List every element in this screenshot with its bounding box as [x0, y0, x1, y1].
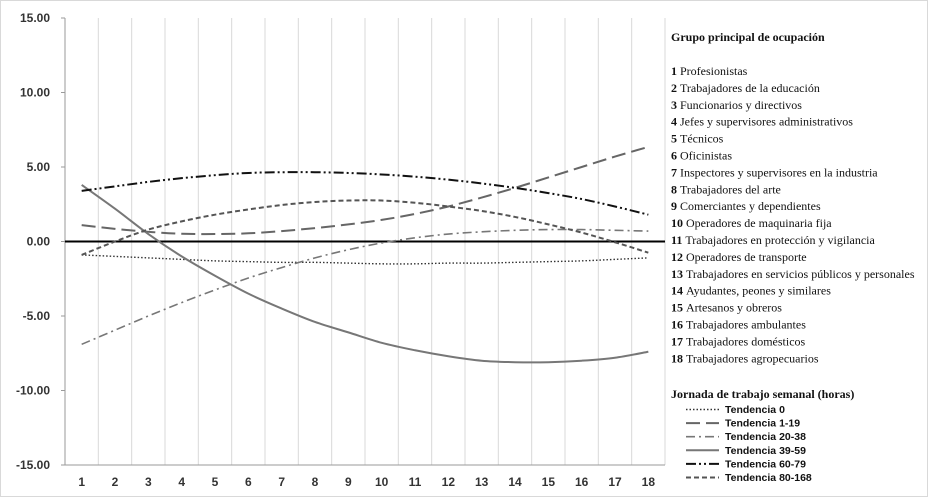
- x-tick-label: 5: [212, 475, 219, 489]
- x-tick-label: 12: [442, 475, 456, 489]
- occupation-label: Trabajadores del arte: [680, 182, 781, 196]
- legend-series-label: Tendencia 60-79: [725, 458, 806, 470]
- legend-series-label: Tendencia 80-168: [725, 472, 812, 484]
- occupation-number: 16: [671, 318, 686, 332]
- y-tick-label: 5.00: [27, 160, 51, 174]
- y-axis: 15.00 10.00 5.00 0.00 -5.00 -10.00 -15.00: [16, 11, 66, 472]
- occupation-label: Trabajadores ambulantes: [686, 318, 806, 332]
- occupation-label: Funcionarios y directivos: [680, 98, 802, 112]
- hours-legend: Jornada de trabajo semanal (horas) Tende…: [671, 387, 854, 484]
- y-tick-label: 15.00: [20, 11, 50, 25]
- occupation-number: 15: [671, 301, 686, 315]
- occupation-number: 3: [671, 98, 680, 112]
- occupation-label: Trabajadores domésticos: [686, 334, 806, 348]
- series-line-1: [81, 254, 649, 265]
- occupation-item: 4 Jefes y supervisores administrativos: [671, 115, 853, 129]
- occupation-label: Técnicos: [680, 132, 724, 146]
- series-line-5: [81, 171, 649, 216]
- occupation-item: 5 Técnicos: [671, 132, 724, 146]
- hours-legend-title: Jornada de trabajo semanal (horas): [671, 387, 854, 401]
- occupation-label: Artesanos y obreros: [686, 301, 782, 315]
- occupation-number: 7: [671, 165, 680, 179]
- occupation-item: 8 Trabajadores del arte: [671, 182, 781, 196]
- occupation-number: 10: [671, 216, 686, 230]
- occupation-number: 4: [671, 115, 680, 129]
- y-tick-label: 0.00: [27, 235, 51, 249]
- occupation-number: 18: [671, 351, 686, 365]
- occupation-label: Jefes y supervisores administrativos: [680, 115, 853, 129]
- occupation-number: 1: [671, 64, 680, 78]
- x-tick-label: 1: [78, 475, 85, 489]
- occupation-item: 13 Trabajadores en servicios públicos y …: [671, 267, 915, 281]
- x-tick-label: 18: [642, 475, 656, 489]
- x-tick-label: 7: [278, 475, 285, 489]
- occupation-number: 13: [671, 267, 686, 281]
- x-tick-label: 17: [608, 475, 622, 489]
- occupation-item: 10 Operadores de maquinaria fija: [671, 216, 832, 230]
- x-tick-label: 4: [178, 475, 185, 489]
- occupation-item: 7 Inspectores y supervisores en la indus…: [671, 165, 878, 179]
- series-line-4: [81, 184, 649, 364]
- legend-series-label: Tendencia 39-59: [725, 445, 806, 457]
- occupation-number: 5: [671, 132, 680, 146]
- occupation-label: Operadores de transporte: [686, 250, 807, 264]
- series-line-2: [81, 145, 649, 236]
- legend-series-label: Tendencia 20-38: [725, 431, 806, 443]
- occupation-number: 11: [671, 233, 685, 247]
- occupation-item: 3 Funcionarios y directivos: [671, 98, 802, 112]
- occupation-item: 6 Oficinistas: [671, 149, 732, 163]
- occupation-number: 17: [671, 334, 686, 348]
- occupation-item: 14 Ayudantes, peones y similares: [671, 284, 831, 298]
- x-tick-label: 2: [112, 475, 119, 489]
- y-tick-label: -15.00: [16, 458, 50, 472]
- occupation-label: Oficinistas: [680, 149, 732, 163]
- occupation-number: 2: [671, 81, 680, 95]
- occupation-legend: Grupo principal de ocupación 1 Profesion…: [671, 30, 915, 365]
- occupation-item: 12 Operadores de transporte: [671, 250, 807, 264]
- occupation-label: Inspectores y supervisores en la industr…: [680, 165, 878, 179]
- occupation-label: Ayudantes, peones y similares: [686, 284, 831, 298]
- y-tick-label: -5.00: [23, 309, 51, 323]
- x-tick-label: 9: [345, 475, 352, 489]
- occupation-number: 14: [671, 284, 686, 298]
- occupation-label: Operadores de maquinaria fija: [686, 216, 832, 230]
- legend-series-label: Tendencia 1-19: [725, 418, 800, 430]
- legend-series-label: Tendencia 0: [725, 404, 785, 416]
- occupation-item: 2 Trabajadores de la educación: [671, 81, 820, 95]
- x-tick-label: 14: [508, 475, 522, 489]
- occupation-item: 1 Profesionistas: [671, 64, 748, 78]
- occupation-label: Trabajadores de la educación: [680, 81, 820, 95]
- occupation-item: 9 Comerciantes y dependientes: [671, 199, 821, 213]
- occupation-item: 17 Trabajadores domésticos: [671, 334, 806, 348]
- occupation-label: Comerciantes y dependientes: [680, 199, 821, 213]
- x-tick-label: 6: [245, 475, 252, 489]
- series-lines: [81, 145, 649, 364]
- x-tick-label: 3: [145, 475, 152, 489]
- occupation-item: 11 Trabajadores en protección y vigilanc…: [671, 233, 876, 247]
- occupation-item: 16 Trabajadores ambulantes: [671, 318, 806, 332]
- occupation-number: 8: [671, 182, 680, 196]
- x-tick-label: 13: [475, 475, 489, 489]
- x-tick-label: 11: [409, 475, 422, 489]
- occupation-label: Trabajadores en servicios públicos y per…: [686, 267, 915, 281]
- y-tick-label: 10.00: [20, 86, 50, 100]
- x-axis: 1 2 3 4 5 6 7 8 9 10 11 12 13 14 15 16 17 18: [65, 240, 665, 489]
- occupation-item: 18 Trabajadores agropecuarios: [671, 351, 819, 365]
- y-tick-label: -10.00: [16, 384, 50, 398]
- occupation-label: Trabajadores agropecuarios: [686, 351, 819, 365]
- x-tick-label: 16: [575, 475, 589, 489]
- occupation-label: Profesionistas: [680, 64, 748, 78]
- x-tick-label: 10: [375, 475, 389, 489]
- occupation-number: 12: [671, 250, 686, 264]
- occupation-item: 15 Artesanos y obreros: [671, 301, 782, 315]
- x-tick-label: 15: [542, 475, 556, 489]
- series-line-6: [81, 199, 649, 256]
- occupation-label: Trabajadores en protección y vigilancia: [685, 233, 875, 247]
- occupation-legend-title: Grupo principal de ocupación: [671, 30, 825, 44]
- x-tick-label: 8: [312, 475, 319, 489]
- occupation-number: 9: [671, 199, 680, 213]
- occupation-number: 6: [671, 149, 680, 163]
